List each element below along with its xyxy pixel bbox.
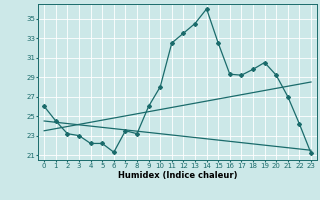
- X-axis label: Humidex (Indice chaleur): Humidex (Indice chaleur): [118, 171, 237, 180]
